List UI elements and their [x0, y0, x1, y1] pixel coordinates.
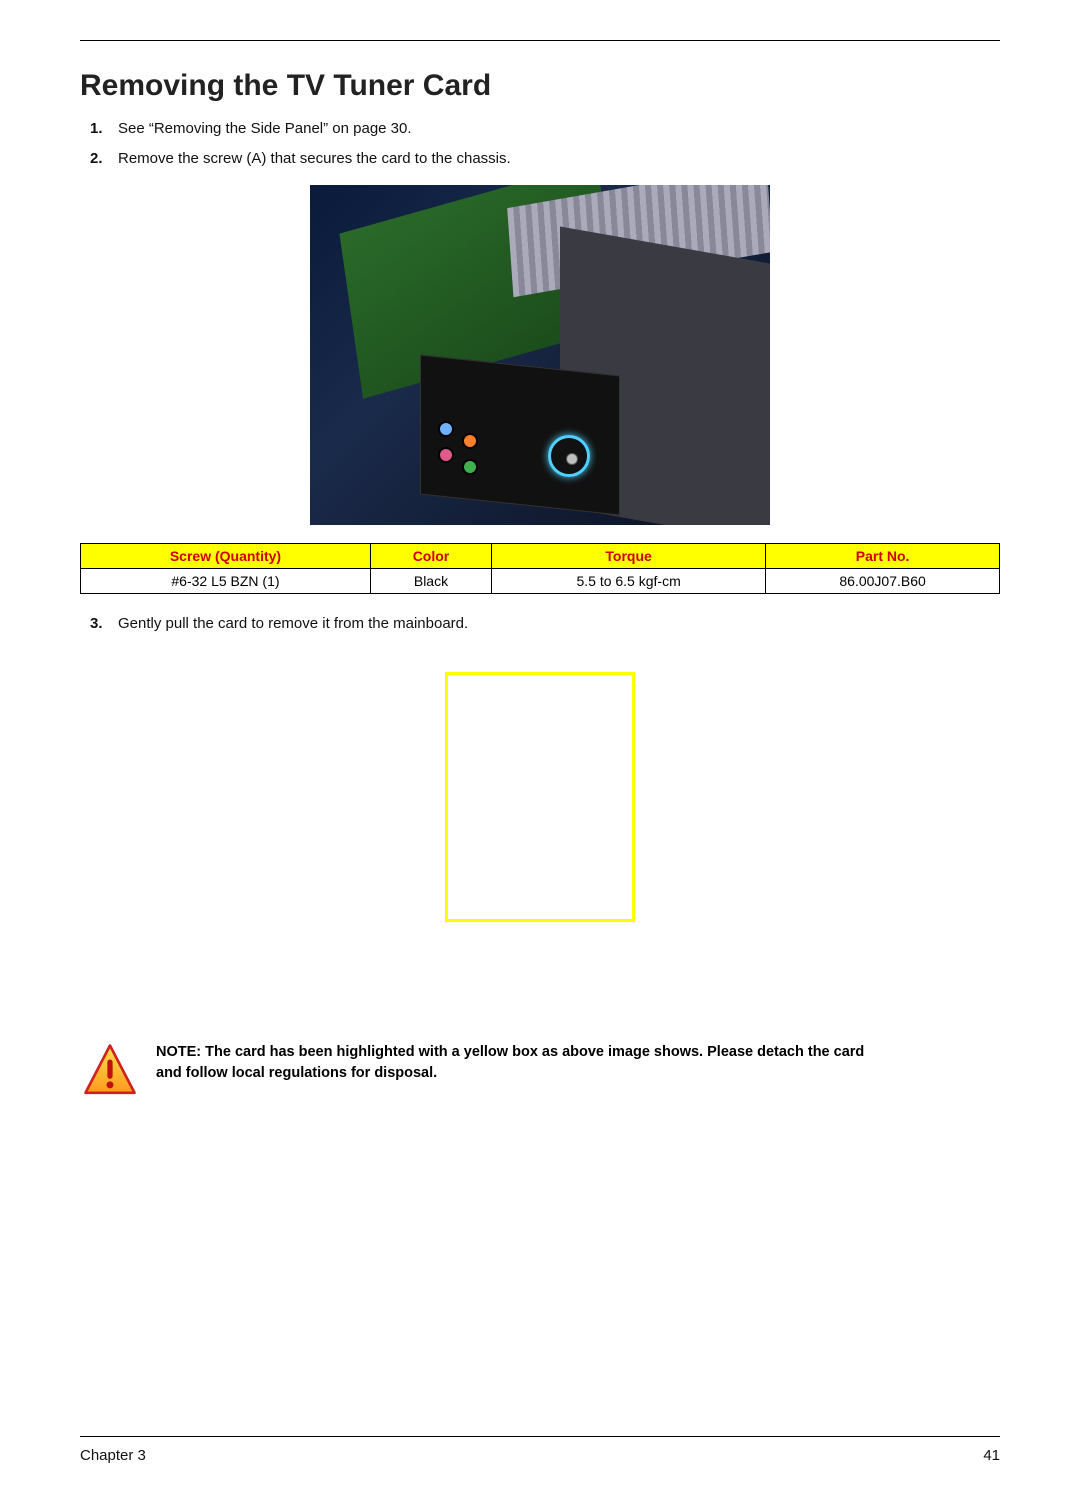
audio-jack-icon [438, 421, 454, 437]
section-title: Removing the TV Tuner Card [80, 69, 1000, 103]
note-text: NOTE: The card has been highlighted with… [156, 1042, 876, 1084]
step-number: 2. [90, 147, 103, 171]
step-number: 3. [90, 612, 103, 636]
step-list: 1. See “Removing the Side Panel” on page… [80, 117, 1000, 171]
step-3: 3. Gently pull the card to remove it fro… [118, 612, 1000, 636]
page-footer: Chapter 3 41 [80, 1436, 1000, 1464]
cell-part-no: 86.00J07.B60 [766, 569, 1000, 594]
step-text: Gently pull the card to remove it from t… [118, 615, 468, 632]
cell-color: Black [370, 569, 491, 594]
table-row: Screw (Quantity) Color Torque Part No. [81, 544, 1000, 569]
screw-spec-table: Screw (Quantity) Color Torque Part No. #… [80, 543, 1000, 594]
step-text: See “Removing the Side Panel” on page 30… [118, 120, 412, 137]
col-screw-quantity: Screw (Quantity) [81, 544, 371, 569]
warning-icon [82, 1042, 138, 1098]
step-text: Remove the screw (A) that secures the ca… [118, 150, 511, 167]
footer-chapter: Chapter 3 [80, 1447, 146, 1464]
col-torque: Torque [492, 544, 766, 569]
col-color: Color [370, 544, 491, 569]
screw-callout-ring [548, 435, 590, 477]
note-row: NOTE: The card has been highlighted with… [80, 1042, 1000, 1098]
footer-page-number: 41 [983, 1447, 1000, 1464]
col-part-no: Part No. [766, 544, 1000, 569]
cell-screw-quantity: #6-32 L5 BZN (1) [81, 569, 371, 594]
figure-chassis-screw [310, 185, 770, 525]
step-1: 1. See “Removing the Side Panel” on page… [118, 117, 1000, 141]
figure-highlight-area [80, 672, 1000, 922]
cell-torque: 5.5 to 6.5 kgf-cm [492, 569, 766, 594]
audio-jack-icon [438, 447, 454, 463]
step-list-continued: 3. Gently pull the card to remove it fro… [80, 612, 1000, 636]
audio-jack-icon [462, 459, 478, 475]
footer-rule [80, 1436, 1000, 1437]
highlight-yellow-box [445, 672, 635, 922]
audio-jack-icon [462, 433, 478, 449]
step-number: 1. [90, 117, 103, 141]
top-rule [80, 40, 1000, 41]
step-2: 2. Remove the screw (A) that secures the… [118, 147, 1000, 171]
table-row: #6-32 L5 BZN (1) Black 5.5 to 6.5 kgf-cm… [81, 569, 1000, 594]
